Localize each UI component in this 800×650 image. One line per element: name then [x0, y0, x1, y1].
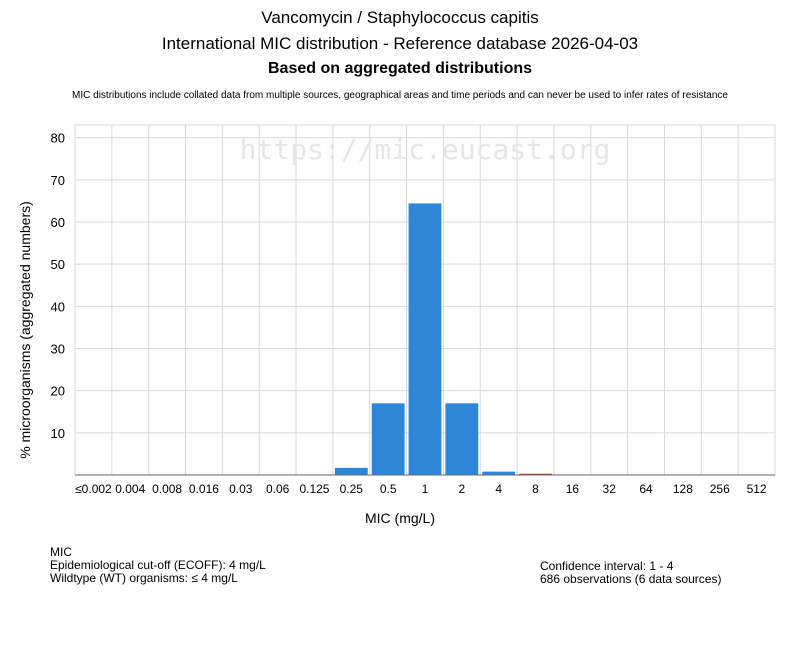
bar-0.25: [334, 467, 368, 475]
y-tick-label: 40: [51, 299, 65, 314]
x-tick-label: 4: [495, 482, 502, 496]
chart-title-line1: Vancomycin / Staphylococcus capitis: [261, 8, 539, 27]
x-tick-label: 0.016: [189, 482, 219, 496]
x-tick-label: 0.008: [152, 482, 182, 496]
x-tick-label: 0.25: [340, 482, 364, 496]
y-tick-label: 30: [51, 341, 65, 356]
x-tick-label: 1: [422, 482, 429, 496]
x-tick-label: 128: [673, 482, 693, 496]
footer-observations: 686 observations (6 data sources): [540, 572, 722, 586]
x-tick-label: 64: [639, 482, 653, 496]
y-tick-label: 50: [51, 257, 65, 272]
x-tick-label: 8: [532, 482, 539, 496]
chart-disclaimer: MIC distributions include collated data …: [72, 90, 728, 101]
bar-1: [408, 203, 442, 476]
y-tick-label: 10: [51, 426, 65, 441]
y-tick-label: 70: [51, 173, 65, 188]
x-axis-label: MIC (mg/L): [365, 510, 435, 526]
y-tick-label: 60: [51, 215, 65, 230]
x-tick-label: 0.125: [299, 482, 329, 496]
footer-mic-heading: MIC: [50, 545, 72, 559]
footer-ecoff: Epidemiological cut-off (ECOFF): 4 mg/L: [50, 558, 266, 572]
footer-wildtype: Wildtype (WT) organisms: ≤ 4 mg/L: [50, 571, 238, 585]
x-tick-label: 256: [710, 482, 730, 496]
y-axis-label: % microorganisms (aggregated numbers): [17, 201, 33, 459]
x-tick-label: 0.004: [115, 482, 145, 496]
chart-title-line2: International MIC distribution - Referen…: [161, 34, 639, 53]
bar-4: [482, 471, 516, 475]
bar-2: [445, 403, 479, 475]
footer-left: MIC Epidemiological cut-off (ECOFF): 4 m…: [50, 546, 266, 585]
x-tick-label: 2: [458, 482, 465, 496]
footer-right: Confidence interval: 1 - 4 686 observati…: [540, 560, 721, 586]
x-tick-label: 32: [603, 482, 617, 496]
watermark-text: https://mic.eucast.org: [240, 133, 611, 166]
x-tick-label: 0.06: [266, 482, 290, 496]
footer-confidence: Confidence interval: 1 - 4: [540, 559, 674, 573]
x-tick-label: 0.03: [229, 482, 253, 496]
bar-0.5: [371, 403, 405, 475]
y-tick-label: 80: [51, 131, 65, 146]
bar-8: [519, 473, 552, 475]
y-tick-label: 20: [51, 384, 65, 399]
chart-title-line3: Based on aggregated distributions: [267, 60, 533, 77]
x-tick-label: ≤0.002: [75, 482, 112, 496]
x-tick-label: 0.5: [380, 482, 397, 496]
x-tick-label: 16: [566, 482, 580, 496]
x-tick-label: 512: [747, 482, 767, 496]
